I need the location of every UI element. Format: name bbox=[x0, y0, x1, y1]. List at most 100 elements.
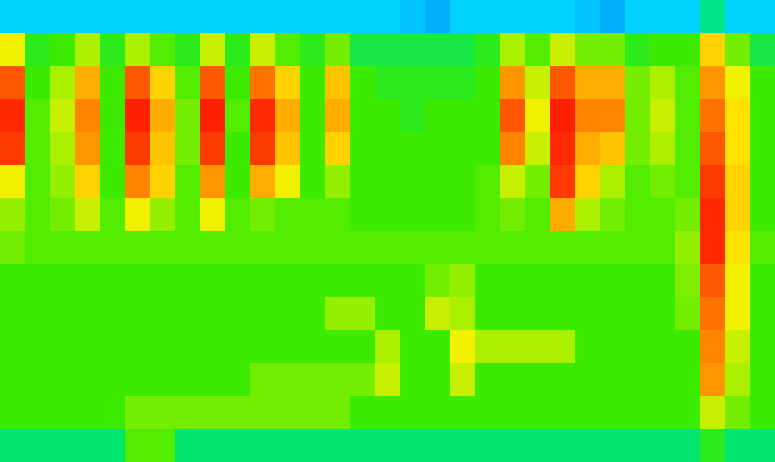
cell bbox=[600, 132, 626, 166]
cell bbox=[600, 363, 626, 397]
cell bbox=[425, 264, 451, 298]
cell bbox=[625, 99, 651, 133]
cell bbox=[750, 363, 775, 397]
cell bbox=[450, 33, 476, 67]
cell bbox=[150, 165, 176, 199]
cell bbox=[275, 132, 301, 166]
cell bbox=[400, 297, 426, 331]
cell bbox=[250, 132, 276, 166]
cell bbox=[75, 264, 101, 298]
cell bbox=[225, 33, 251, 67]
cell bbox=[75, 99, 101, 133]
cell bbox=[550, 396, 576, 430]
cell bbox=[475, 132, 501, 166]
cell bbox=[175, 33, 201, 67]
cell bbox=[100, 198, 126, 232]
cell bbox=[200, 0, 226, 34]
cell bbox=[75, 33, 101, 67]
cell bbox=[350, 231, 376, 265]
cell bbox=[200, 363, 226, 397]
cell bbox=[250, 165, 276, 199]
cell bbox=[675, 363, 701, 397]
cell bbox=[300, 165, 326, 199]
cell bbox=[550, 330, 576, 364]
cell bbox=[25, 99, 51, 133]
cell bbox=[250, 66, 276, 100]
cell bbox=[625, 363, 651, 397]
cell bbox=[450, 330, 476, 364]
cell bbox=[450, 165, 476, 199]
cell bbox=[475, 429, 501, 462]
cell bbox=[175, 99, 201, 133]
cell bbox=[350, 396, 376, 430]
cell bbox=[725, 429, 751, 462]
cell bbox=[100, 330, 126, 364]
cell bbox=[550, 429, 576, 462]
cell bbox=[75, 198, 101, 232]
cell bbox=[50, 132, 76, 166]
cell bbox=[0, 231, 26, 265]
cell bbox=[450, 363, 476, 397]
cell bbox=[25, 33, 51, 67]
cell bbox=[575, 165, 601, 199]
cell bbox=[550, 165, 576, 199]
cell bbox=[650, 231, 676, 265]
cell bbox=[700, 297, 726, 331]
cell bbox=[525, 0, 551, 34]
cell bbox=[550, 33, 576, 67]
cell bbox=[50, 297, 76, 331]
cell bbox=[450, 429, 476, 462]
cell bbox=[0, 198, 26, 232]
cell bbox=[475, 231, 501, 265]
cell bbox=[125, 132, 151, 166]
cell bbox=[375, 0, 401, 34]
cell bbox=[375, 297, 401, 331]
cell bbox=[525, 33, 551, 67]
cell bbox=[525, 66, 551, 100]
cell bbox=[100, 231, 126, 265]
cell bbox=[175, 165, 201, 199]
cell bbox=[250, 99, 276, 133]
cell bbox=[575, 231, 601, 265]
cell bbox=[525, 396, 551, 430]
cell bbox=[500, 363, 526, 397]
cell bbox=[725, 396, 751, 430]
cell bbox=[600, 165, 626, 199]
cell bbox=[225, 429, 251, 462]
cell bbox=[425, 198, 451, 232]
cell bbox=[275, 429, 301, 462]
cell bbox=[750, 264, 775, 298]
cell bbox=[375, 132, 401, 166]
cell bbox=[650, 66, 676, 100]
cell bbox=[175, 297, 201, 331]
cell bbox=[50, 363, 76, 397]
cell bbox=[400, 330, 426, 364]
cell bbox=[750, 0, 775, 34]
cell bbox=[600, 198, 626, 232]
cell bbox=[25, 330, 51, 364]
cell bbox=[550, 231, 576, 265]
cell bbox=[350, 0, 376, 34]
cell bbox=[650, 165, 676, 199]
cell bbox=[100, 0, 126, 34]
cell bbox=[725, 198, 751, 232]
cell bbox=[75, 165, 101, 199]
cell bbox=[200, 264, 226, 298]
cell bbox=[625, 396, 651, 430]
cell bbox=[375, 429, 401, 462]
cell bbox=[50, 66, 76, 100]
cell bbox=[50, 396, 76, 430]
cell bbox=[650, 132, 676, 166]
cell bbox=[50, 429, 76, 462]
heatmap bbox=[0, 0, 775, 462]
cell bbox=[250, 297, 276, 331]
cell bbox=[0, 165, 26, 199]
cell bbox=[350, 99, 376, 133]
cell bbox=[375, 363, 401, 397]
cell bbox=[600, 66, 626, 100]
cell bbox=[250, 363, 276, 397]
cell bbox=[300, 198, 326, 232]
cell bbox=[525, 363, 551, 397]
cell bbox=[125, 66, 151, 100]
cell bbox=[50, 99, 76, 133]
